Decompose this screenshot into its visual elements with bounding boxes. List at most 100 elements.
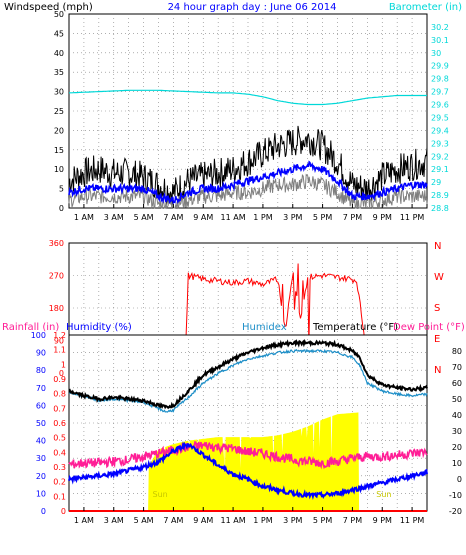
barometer-label: Barometer (in) — [389, 2, 462, 13]
rain-tick-label: 0.3 — [53, 463, 66, 472]
y-tick-label: 25 — [54, 107, 64, 116]
legend-dewpoint: Dew Point (°F) — [393, 322, 465, 333]
y2-tick-label: 29.7 — [431, 88, 449, 97]
compass-label: N — [434, 365, 441, 376]
humidity-tick-label: 80 — [36, 366, 46, 375]
rain-tick-label: 0.4 — [53, 448, 66, 457]
x-tick-label: 5 AM — [134, 516, 154, 525]
y2-tick-label: 29.4 — [431, 126, 449, 135]
humidity-tick-label: 10 — [36, 489, 46, 498]
compass-label: E — [434, 334, 440, 345]
x-tick-label: 7 PM — [343, 516, 362, 525]
humidity-tick-label: 50 — [36, 419, 46, 428]
compass-label: W — [434, 272, 444, 283]
temperature-line — [68, 338, 428, 410]
wind-grid — [69, 14, 427, 208]
rain-tick-label: 0.8 — [53, 390, 66, 399]
y-tick-label: 40 — [54, 49, 64, 58]
humidity-tick-label: 70 — [36, 384, 46, 393]
temperature-series: Sun Sun — [68, 338, 428, 512]
y2-tick-label: 29 — [431, 178, 441, 187]
humidity-tick-label: 60 — [36, 401, 46, 410]
rain-tick-label: 0.6 — [53, 419, 66, 428]
x-tick-label: 11 AM — [221, 213, 246, 222]
direction-tick-label: 270 — [49, 272, 64, 281]
x-tick-label: 5 PM — [313, 213, 332, 222]
y-tick-label: 0 — [59, 204, 64, 213]
temperature-tick-label: 60 — [452, 379, 462, 388]
y2-tick-label: 28.9 — [431, 191, 449, 200]
temperature-tick-label: 50 — [452, 395, 462, 404]
x-tick-label: 1 AM — [74, 516, 94, 525]
y2-tick-label: 29.5 — [431, 113, 449, 122]
x-tick-label: 5 PM — [313, 516, 332, 525]
y2-tick-label: 29.1 — [431, 165, 449, 174]
y2-tick-label: 29.3 — [431, 139, 449, 148]
compass-label: S — [434, 303, 440, 314]
y2-tick-label: 30.1 — [431, 36, 449, 45]
y-tick-label: 35 — [54, 68, 64, 77]
x-tick-label: 1 AM — [74, 213, 94, 222]
windspeed-label: Windspeed (mph) — [4, 2, 93, 13]
direction-ticks: 0 90 180 270 360 N W S E N — [49, 239, 444, 378]
x-tick-label: 11 PM — [400, 516, 425, 525]
humidity-tick-label: 40 — [36, 437, 46, 446]
x-tick-label: 9 AM — [193, 213, 213, 222]
y-tick-label: 30 — [54, 88, 64, 97]
rain-tick-label: 0 — [61, 507, 66, 516]
direction-tick-label: 0 — [59, 369, 64, 378]
humidity-tick-label: 100 — [31, 331, 46, 340]
legend-humidex: Humidex — [242, 322, 287, 333]
rain-tick-label: 1.2 — [53, 331, 66, 340]
y-tick-label: 15 — [54, 146, 64, 155]
legend-temperature: Temperature (°F) — [312, 322, 398, 333]
wind-min-line — [68, 173, 428, 210]
humidity-tick-label: 30 — [36, 454, 46, 463]
wind-ticks: 0 5 10 15 20 25 30 35 40 45 50 28.8 28.9 29 29.1 29.2 29… — [54, 10, 449, 222]
rain-tick-label: 1.1 — [53, 346, 66, 355]
y-tick-label: 5 — [59, 185, 64, 194]
y2-tick-label: 30 — [431, 49, 441, 58]
temperature-ticks: 010203040506070809010000.10.20.30.40.50.… — [31, 331, 462, 525]
rain-tick-label: 0.9 — [53, 375, 66, 384]
humidity-tick-label: 20 — [36, 472, 46, 481]
temperature-tick-label: 0 — [457, 475, 462, 484]
y2-tick-label: 29.2 — [431, 152, 449, 161]
rain-tick-label: 0.1 — [53, 492, 66, 501]
x-tick-label: 3 AM — [104, 213, 124, 222]
x-tick-label: 9 AM — [193, 516, 213, 525]
y-tick-label: 10 — [54, 165, 64, 174]
y-tick-label: 20 — [54, 126, 64, 135]
x-tick-label: 1 PM — [253, 516, 272, 525]
x-tick-label: 3 PM — [283, 516, 302, 525]
x-tick-label: 1 PM — [253, 213, 272, 222]
rain-tick-label: 0.2 — [53, 478, 66, 487]
dewpoint-line — [68, 440, 428, 470]
temperature-tick-label: 20 — [452, 443, 462, 452]
temperature-tick-label: 10 — [452, 459, 462, 468]
sun-annotation: Sun — [376, 490, 391, 499]
x-tick-label: 5 AM — [134, 213, 154, 222]
rain-tick-label: 0.7 — [53, 404, 66, 413]
temperature-tick-label: -20 — [449, 507, 462, 516]
y-tick-label: 50 — [54, 10, 64, 19]
x-tick-label: 7 AM — [163, 213, 183, 222]
wind-series — [68, 89, 428, 210]
direction-tick-label: 90 — [54, 337, 64, 346]
temperature-tick-label: 30 — [452, 427, 462, 436]
y2-tick-label: 29.8 — [431, 75, 449, 84]
temperature-grid — [69, 335, 427, 511]
rain-tick-label: 0.5 — [53, 434, 66, 443]
x-tick-label: 3 AM — [104, 516, 124, 525]
humidity-tick-label: 90 — [36, 349, 46, 358]
y2-tick-label: 30.2 — [431, 23, 449, 32]
y2-tick-label: 29.9 — [431, 62, 449, 71]
x-tick-label: 7 AM — [163, 516, 183, 525]
graph-title: 24 hour graph day : June 06 2014 — [168, 2, 337, 13]
x-tick-label: 9 PM — [373, 516, 392, 525]
barometer-line — [68, 89, 427, 106]
x-tick-label: 11 PM — [400, 213, 425, 222]
x-tick-label: 3 PM — [283, 213, 302, 222]
solar-area — [69, 412, 427, 511]
